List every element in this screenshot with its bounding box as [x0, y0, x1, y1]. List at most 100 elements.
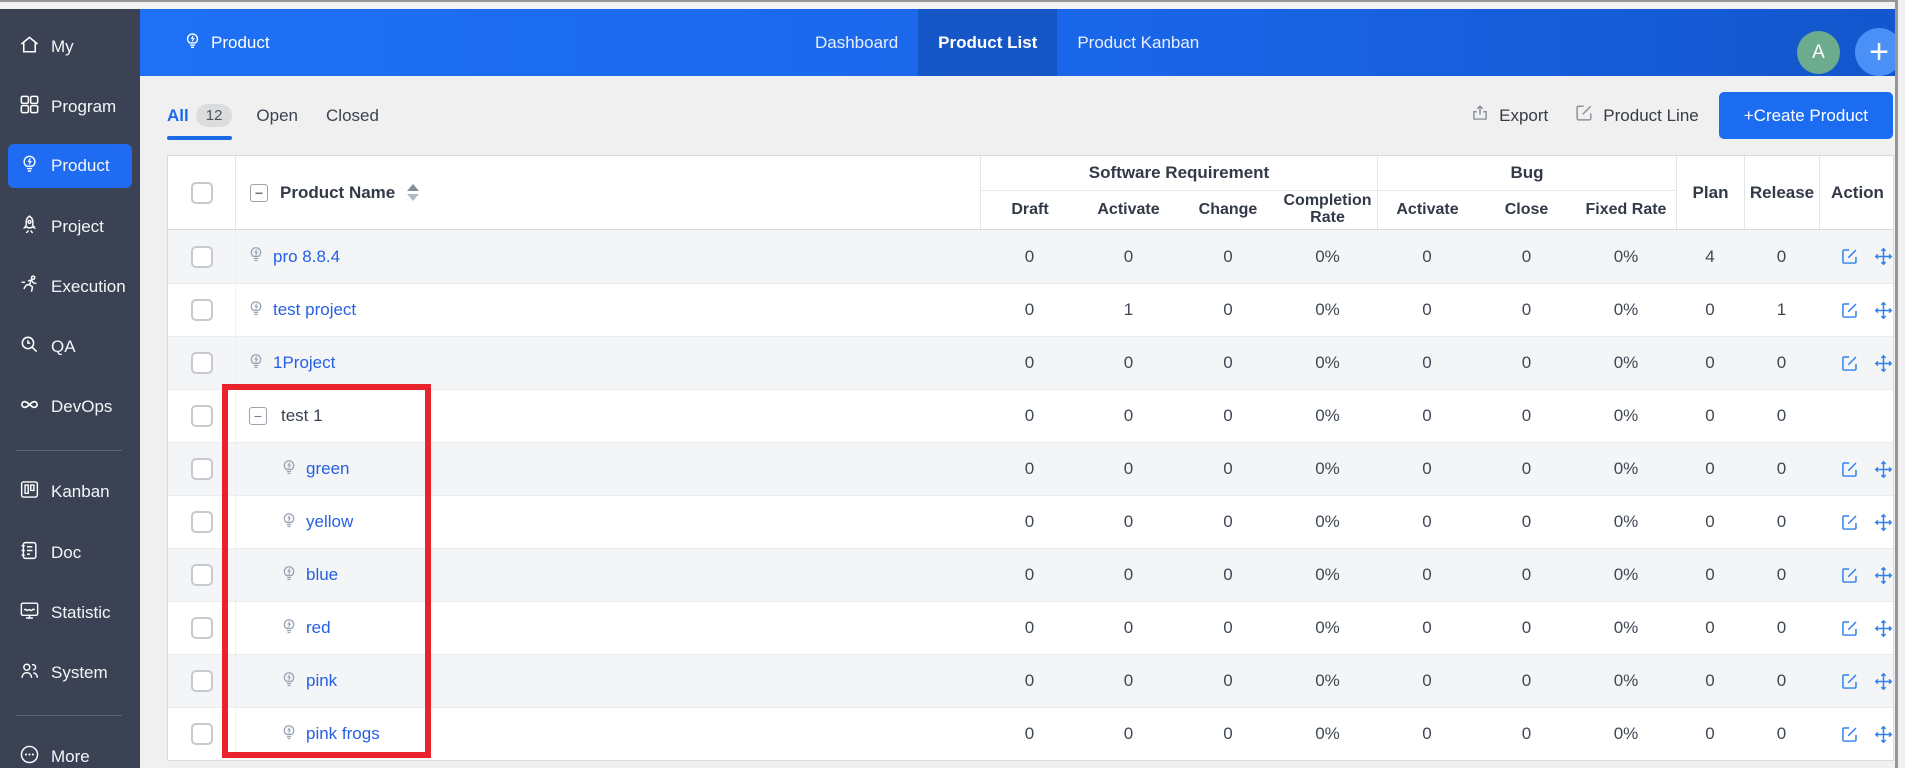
move-product-icon[interactable] — [1873, 618, 1893, 639]
edit-product-icon[interactable] — [1839, 512, 1860, 533]
action-cell — [1819, 390, 1893, 442]
tab-dashboard[interactable]: Dashboard — [815, 32, 899, 52]
create-product-button[interactable]: +Create Product — [1718, 92, 1893, 139]
move-product-icon[interactable] — [1873, 246, 1893, 267]
move-product-icon[interactable] — [1873, 512, 1893, 533]
cell-change: 0 — [1223, 246, 1233, 266]
sidebar-item-system[interactable]: System — [8, 651, 132, 695]
topbar: Product Dashboard Product List Product K… — [140, 9, 1895, 76]
sidebar-item-execution[interactable]: Execution — [8, 265, 132, 309]
sort-icon[interactable] — [407, 184, 420, 201]
sidebar-item-product[interactable]: Product — [8, 144, 132, 188]
product-link[interactable]: pink frogs — [306, 724, 380, 743]
product-name-cell: 1Project — [236, 337, 980, 389]
cell-sr-activate: 0 — [1123, 565, 1134, 584]
sidebar-item-kanban[interactable]: Kanban — [8, 470, 132, 514]
tab-product-list[interactable]: Product List — [918, 9, 1058, 76]
cell-draft: 0 — [1024, 724, 1035, 743]
filter-open[interactable]: Open — [256, 105, 299, 125]
cell-close: 0 — [1521, 459, 1532, 478]
filter-all-count-badge: 12 — [195, 104, 233, 127]
move-product-icon[interactable] — [1873, 459, 1893, 480]
sidebar-item-qa[interactable]: QA — [8, 325, 132, 369]
table-row: pink 0 0 0 0% 0 0 0% 0 0 — [168, 654, 1893, 707]
row-checkbox[interactable] — [190, 670, 213, 692]
edit-product-icon[interactable] — [1839, 353, 1860, 374]
col-header-completion-rate-label: Completion Rate — [1283, 192, 1372, 226]
select-all-checkbox[interactable] — [190, 181, 213, 204]
row-checkbox[interactable] — [190, 299, 213, 321]
edit-product-icon[interactable] — [1839, 246, 1860, 267]
product-name-cell: pink frogs — [236, 708, 980, 760]
collapse-all-icon[interactable]: − — [250, 183, 268, 202]
filter-all[interactable]: All 12 — [167, 76, 233, 155]
edit-product-icon[interactable] — [1839, 300, 1860, 321]
sidebar-item-doc[interactable]: Doc — [8, 531, 132, 575]
edit-product-icon[interactable] — [1839, 618, 1860, 639]
cell-change: 0 — [1223, 406, 1233, 425]
product-link[interactable]: green — [306, 459, 350, 478]
row-checkbox-cell — [168, 549, 236, 601]
avatar[interactable]: A — [1797, 31, 1840, 74]
product-link[interactable]: 1Project — [273, 353, 336, 372]
cell-release: 0 — [1776, 565, 1787, 584]
product-line-button[interactable]: Product Line — [1573, 102, 1699, 129]
product-link[interactable]: blue — [306, 565, 339, 584]
product-link[interactable]: red — [306, 618, 331, 637]
cell-release: 0 — [1776, 618, 1787, 637]
cell-draft: 0 — [1024, 300, 1035, 319]
row-checkbox[interactable] — [190, 405, 213, 427]
row-checkbox-cell — [168, 337, 236, 389]
edit-product-icon[interactable] — [1839, 671, 1860, 692]
select-all-cell — [168, 156, 236, 229]
tab-product-kanban[interactable]: Product Kanban — [1077, 32, 1200, 52]
cell-bug-activate: 0 — [1422, 406, 1432, 425]
sidebar-item-my[interactable]: My — [8, 25, 132, 69]
app-title: Product — [182, 9, 270, 76]
row-checkbox[interactable] — [190, 511, 213, 533]
edit-product-icon[interactable] — [1839, 724, 1860, 745]
row-checkbox[interactable] — [190, 352, 213, 374]
cell-completion-rate: 0% — [1315, 459, 1340, 478]
table-row: − test 1 0 0 0 0% 0 0 0% 0 0 — [168, 389, 1893, 442]
cell-plan: 0 — [1705, 406, 1715, 425]
row-checkbox[interactable] — [190, 458, 213, 480]
move-product-icon[interactable] — [1873, 724, 1893, 745]
cell-close: 0 — [1521, 246, 1532, 266]
product-link[interactable]: pink — [306, 671, 338, 690]
move-product-icon[interactable] — [1873, 565, 1893, 586]
cell-bug-activate: 0 — [1422, 300, 1432, 319]
edit-product-icon[interactable] — [1839, 565, 1860, 586]
sidebar-item-more[interactable]: More — [8, 735, 132, 768]
row-checkbox[interactable] — [190, 564, 213, 586]
product-link[interactable]: yellow — [306, 512, 354, 531]
sidebar-item-project[interactable]: Project — [8, 205, 132, 249]
row-checkbox[interactable] — [190, 723, 213, 745]
sidebar-item-program[interactable]: Program — [8, 85, 132, 129]
sidebar-item-label: Doc — [51, 543, 82, 562]
edit-product-icon[interactable] — [1839, 459, 1860, 480]
cell-release: 0 — [1776, 406, 1787, 425]
sidebar-item-label: My — [51, 37, 74, 56]
cell-draft: 0 — [1024, 406, 1035, 425]
table-row: green 0 0 0 0% 0 0 0% 0 0 — [168, 442, 1893, 495]
row-checkbox[interactable] — [190, 617, 213, 639]
move-product-icon[interactable] — [1873, 300, 1893, 321]
collapse-group-icon[interactable]: − — [249, 407, 267, 425]
sidebar-item-devops[interactable]: DevOps — [8, 385, 132, 429]
product-link[interactable]: pro 8.8.4 — [273, 246, 341, 266]
global-add-button[interactable]: + — [1855, 28, 1895, 76]
cell-plan: 0 — [1705, 459, 1715, 478]
product-link[interactable]: test project — [273, 300, 357, 319]
cell-draft: 0 — [1024, 246, 1035, 266]
bulb-icon — [182, 30, 203, 56]
action-cell — [1819, 549, 1893, 601]
export-button[interactable]: Export — [1469, 102, 1548, 129]
sidebar-item-statistic[interactable]: Statistic — [8, 591, 132, 635]
filter-closed[interactable]: Closed — [326, 105, 379, 125]
row-checkbox[interactable] — [190, 245, 213, 268]
move-product-icon[interactable] — [1873, 353, 1893, 374]
cell-sr-activate: 0 — [1123, 459, 1134, 478]
move-product-icon[interactable] — [1873, 671, 1893, 692]
col-header-close: Close — [1504, 201, 1549, 218]
